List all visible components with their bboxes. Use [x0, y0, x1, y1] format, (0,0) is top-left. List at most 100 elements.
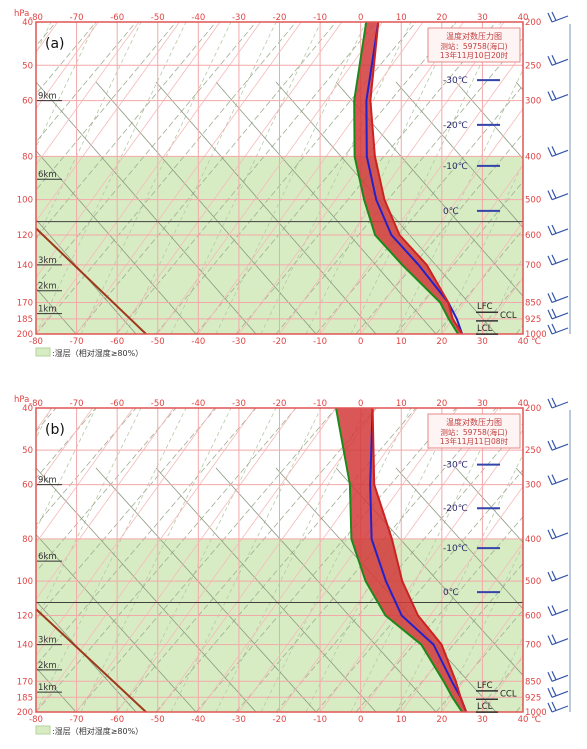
- dry-adiabat-line: [485, 636, 523, 712]
- mixing-ratio-line: [576, 82, 587, 334]
- mixing-ratio-line: [215, 467, 437, 712]
- x-tick-label-bottom: -30: [232, 715, 246, 725]
- x-tick-label-bottom: 20: [436, 715, 447, 725]
- isotherm-label: -10℃: [443, 544, 468, 554]
- dry-adiabat-line: [576, 408, 587, 712]
- wind-barb-flag: [551, 439, 557, 449]
- mixing-ratio-line: [36, 218, 137, 334]
- wind-barb-flag: [547, 293, 553, 303]
- wind-barb-shaft: [551, 15, 569, 23]
- wind-barb-flag: [547, 702, 553, 713]
- x-tick-label-bottom: 0: [358, 337, 363, 347]
- dry-adiabat-line: [36, 408, 97, 531]
- right-tick-label: 250: [525, 446, 541, 456]
- right-tick-label: 700: [525, 641, 541, 651]
- right-tick-label: 200: [525, 404, 541, 414]
- legend-text: :湿层（相对湿度≥80%）: [52, 726, 143, 736]
- panel-label: (a): [45, 36, 65, 52]
- moist-adiabat-line: [75, 22, 337, 334]
- wind-barb-flag: [551, 474, 557, 484]
- wind-barb-flag: [551, 90, 557, 100]
- wind-barb-flag: [547, 12, 553, 23]
- height-label: 1km: [38, 305, 57, 315]
- wind-barb-flag: [551, 701, 557, 711]
- title-box-title: 温度对数压力图: [446, 31, 502, 41]
- dry-adiabat-line: [440, 162, 523, 334]
- wind-barb-shaft: [551, 690, 569, 698]
- wind-barb: [547, 605, 569, 617]
- isotherm-label: 0℃: [443, 207, 459, 217]
- wind-barb: [547, 189, 569, 201]
- mixing-ratio-line: [36, 533, 197, 712]
- dry-adiabat-line: [576, 22, 587, 334]
- wind-barb-flag: [551, 528, 557, 538]
- skewed-isotherm: [76, 408, 296, 712]
- mixing-ratio-line: [36, 667, 77, 712]
- isotherm-label: 0℃: [443, 588, 459, 598]
- legend-swatch: [35, 347, 51, 357]
- skewed-isotherm: [36, 408, 93, 488]
- skewed-isotherm: [360, 107, 523, 334]
- wind-barb-flag: [547, 672, 553, 682]
- x-tick-label-bottom: 10: [396, 337, 407, 347]
- wind-barb-flag: [551, 55, 557, 65]
- wind-barb: [547, 528, 569, 540]
- right-tick-label: 1000: [525, 708, 547, 718]
- left-tick-label: 120: [17, 612, 33, 622]
- dry-adiabat-line: [80, 408, 232, 712]
- wind-barb-flag: [551, 605, 557, 615]
- x-tick-label-bottom: -70: [70, 337, 84, 347]
- x-tick-label-bottom: -10: [313, 715, 327, 725]
- wind-barb: [547, 671, 569, 682]
- left-tick-label: 60: [22, 97, 33, 107]
- skewed-isotherm: [360, 485, 523, 712]
- cape-area: [354, 22, 463, 334]
- mixing-ratio-line: [515, 81, 523, 91]
- skewed-isotherm: [76, 22, 302, 334]
- moist-adiabat-line: [36, 408, 177, 573]
- moist-adiabat-line: [475, 276, 523, 334]
- moist-adiabat-line: [75, 408, 337, 712]
- title-box: [427, 413, 521, 449]
- mixing-ratio-line: [0, 82, 16, 334]
- skewed-isotherm: [116, 22, 343, 334]
- dry-adiabat-line: [36, 408, 187, 712]
- wind-barb: [547, 55, 569, 66]
- mixing-ratio-line: [0, 468, 16, 712]
- dry-adiabat-line: [395, 453, 523, 712]
- moist-adiabat-line: [36, 22, 217, 239]
- left-tick-label: 80: [22, 535, 33, 545]
- moist-adiabat-line: [355, 516, 523, 712]
- dry-adiabat-line: [80, 22, 232, 334]
- x-tick-label-bottom: 30: [477, 337, 488, 347]
- moist-adiabat-line: [36, 408, 297, 712]
- wind-barb-flag: [551, 634, 557, 644]
- title-box-station: 测站：59758(海口): [440, 427, 507, 437]
- left-tick-label: 140: [17, 261, 33, 271]
- y-unit-label: hPa: [14, 395, 29, 405]
- plot-area: [0, 408, 587, 712]
- level-label: LCL: [477, 702, 493, 712]
- dry-adiabat-line: [0, 22, 6, 334]
- right-tick-label: 600: [525, 612, 541, 622]
- wind-barb-shaft: [551, 327, 569, 335]
- title-box-station: 测站：59758(海口): [440, 41, 507, 51]
- wind-barb-flag: [551, 189, 557, 199]
- x-tick-label-bottom: 10: [396, 715, 407, 725]
- wind-barb-shaft: [551, 94, 569, 102]
- skewed-isotherm: [441, 220, 523, 334]
- moist-adiabat-line: [36, 22, 177, 191]
- x-tick-label-bottom: -30: [232, 337, 246, 347]
- left-tick-label: 50: [22, 446, 33, 456]
- left-tick-label: 185: [17, 315, 33, 325]
- isotherm-label: -30℃: [443, 76, 468, 86]
- right-tick-label: 600: [525, 231, 541, 241]
- wind-barb-flag: [551, 323, 557, 333]
- x-tick-label-top: 30: [477, 399, 488, 409]
- moist-adiabat-line: [36, 408, 97, 479]
- dry-adiabat-line: [215, 22, 367, 334]
- mixing-ratio-line: [215, 81, 437, 334]
- right-tick-label: 1000: [525, 330, 547, 340]
- height-label: 1km: [38, 683, 57, 693]
- right-tick-label: 250: [525, 61, 541, 71]
